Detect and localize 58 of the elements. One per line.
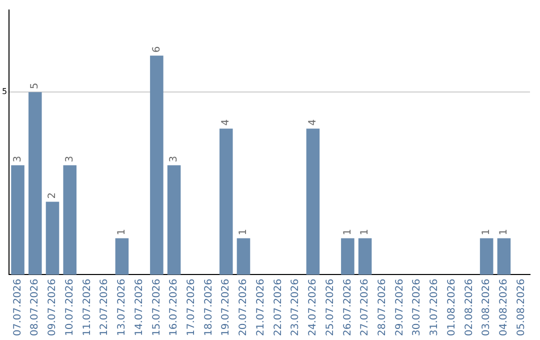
data-label: 1 [360,228,371,236]
x-tick-label: 27.07.2026 [360,278,371,336]
data-label: 6 [151,46,162,53]
x-tick-label: 07.07.2026 [12,278,24,336]
x-tick-label: 18.07.2026 [203,278,214,336]
bar [28,92,42,275]
data-label: 4 [220,119,232,126]
x-tick-label: 05.08.2026 [516,278,527,336]
bar [11,165,24,275]
x-tick-label: 11.07.2026 [82,278,93,336]
bar [480,238,494,275]
data-label: 3 [12,156,24,162]
bar [306,128,320,275]
x-tick-label: 29.07.2026 [394,278,406,336]
x-tick-label: 12.07.2026 [99,278,110,336]
x-tick-label: 03.08.2026 [481,278,492,336]
bar [150,56,164,275]
bar [115,238,129,275]
data-label: 1 [481,228,492,236]
x-tick-label: 19.07.2026 [220,278,232,336]
x-tick-label: 20.07.2026 [238,278,250,336]
bar [63,165,77,275]
data-label: 1 [116,228,128,236]
bar [167,165,181,275]
x-tick-label: 04.08.2026 [498,278,510,336]
x-tick-label: 08.07.2026 [30,278,41,336]
x-tick-label: 14.07.2026 [134,278,145,336]
x-tick-label: 23.07.2026 [290,278,302,336]
x-tick-label: 17.07.2026 [186,278,197,336]
bar [497,238,511,275]
data-label: 5 [30,82,41,90]
bar [236,238,250,275]
x-tick-label: 22.07.2026 [272,278,284,336]
x-tick-label: 15.07.2026 [151,278,162,336]
bar [358,238,372,275]
data-label: 1 [342,228,354,236]
data-label: 2 [47,192,58,199]
data-label: 1 [238,228,250,236]
x-tick-label: 28.07.2026 [377,278,388,336]
x-tick-label: 24.07.2026 [308,278,319,336]
x-tick-label: 31.07.2026 [429,278,440,336]
bar [341,238,354,275]
x-tick-label: 01.08.2026 [446,278,458,336]
data-label: 3 [168,156,180,162]
x-tick-label: 09.07.2026 [47,278,58,336]
data-label: 1 [498,228,510,236]
x-tick-label: 30.07.2026 [412,278,423,336]
x-tick-label: 02.08.2026 [464,278,475,336]
x-tick-label: 25.07.2026 [324,278,336,336]
x-tick-label: 13.07.2026 [116,278,128,336]
data-label: 4 [308,119,319,126]
x-tick-label: 21.07.2026 [255,278,266,336]
data-label: 3 [64,156,76,162]
x-tick-label: 10.07.2026 [64,278,76,336]
x-tick-label: 26.07.2026 [342,278,354,336]
x-tick-label: 16.07.2026 [168,278,180,336]
bar [46,202,60,275]
bar [219,128,233,275]
